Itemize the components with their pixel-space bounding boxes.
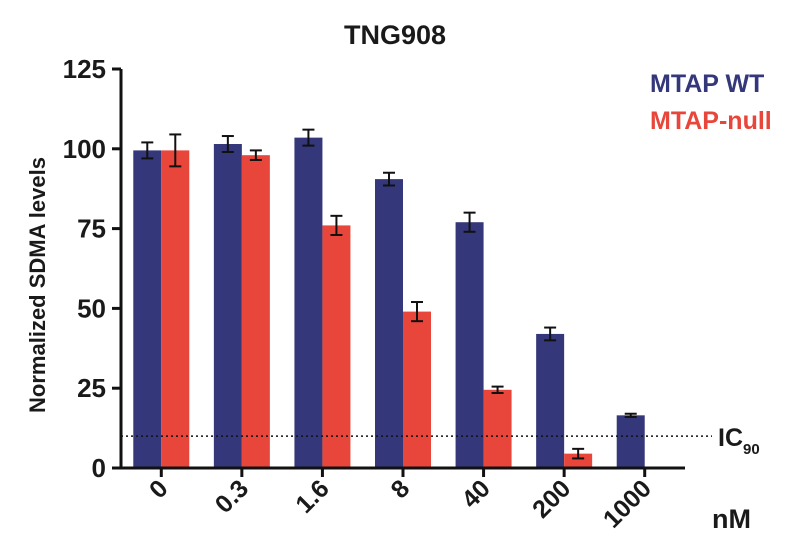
bar-mtap-wt-1 bbox=[213, 144, 242, 468]
bar-mtap-wt-6 bbox=[616, 415, 645, 468]
bar-mtap-null-4 bbox=[483, 389, 512, 468]
bar-mtap-null-3 bbox=[403, 311, 431, 468]
bar-mtap-wt-0 bbox=[133, 150, 162, 468]
ic90-label-subscript: 90 bbox=[743, 441, 760, 458]
legend-mtap-null: MTAP-null bbox=[650, 107, 772, 135]
legend-mtap-wt: MTAP WT bbox=[650, 70, 764, 98]
y-tick-label-100: 100 bbox=[63, 134, 106, 164]
y-tick-label-125: 125 bbox=[63, 54, 106, 84]
bar-mtap-wt-2 bbox=[294, 137, 323, 469]
plot-area: 0 25 50 75 100 125 0 0.3 1.6 8 40 200 1000 bbox=[63, 54, 712, 534]
x-tick-label-5: 200 bbox=[527, 474, 576, 523]
bar-mtap-null-5 bbox=[564, 453, 593, 468]
x-tick-label-6: 1000 bbox=[598, 474, 657, 533]
bar-mtap-wt-3 bbox=[375, 179, 403, 468]
x-tick-label-4: 40 bbox=[456, 474, 495, 513]
chart-title: TNG908 bbox=[344, 20, 446, 50]
y-axis-label: Normalized SDMA levels bbox=[25, 157, 50, 413]
y-tick-label-75: 75 bbox=[77, 214, 106, 244]
bar-mtap-wt-4 bbox=[455, 222, 484, 468]
y-tick-label-50: 50 bbox=[77, 293, 106, 323]
x-tick-label-2: 1.6 bbox=[290, 474, 334, 518]
bar-mtap-null-0 bbox=[161, 150, 190, 468]
x-axis-unit: nM bbox=[712, 504, 751, 534]
bar-mtap-null-2 bbox=[322, 225, 351, 468]
bar-mtap-null-1 bbox=[241, 155, 270, 468]
y-tick-label-0: 0 bbox=[92, 453, 106, 483]
y-tick-label-25: 25 bbox=[77, 373, 106, 403]
x-tick-label-0: 0 bbox=[144, 474, 174, 504]
ic90-label: IC90 bbox=[718, 424, 760, 458]
x-tick-label-1: 0.3 bbox=[210, 474, 254, 518]
ic90-label-main: IC bbox=[718, 424, 743, 452]
x-tick-label-3: 8 bbox=[386, 474, 416, 504]
bar-mtap-wt-5 bbox=[536, 333, 565, 468]
